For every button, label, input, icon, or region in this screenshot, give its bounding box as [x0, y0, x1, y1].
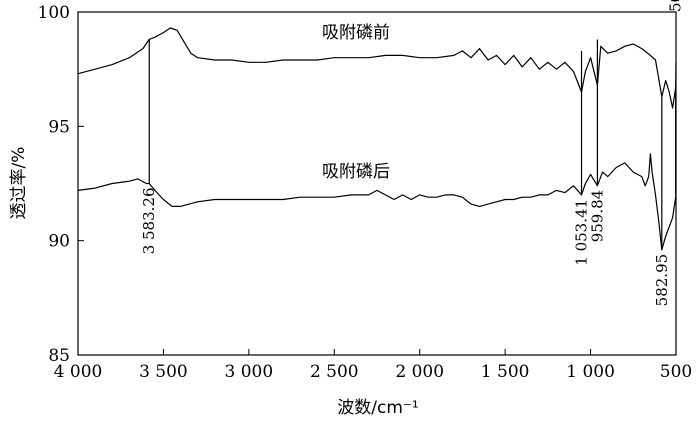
series-line-before-adsorption: [77, 27, 677, 109]
plot-area-frame: [77, 11, 677, 356]
ticks-layer: 4 000 3 500 3 000 2 500 2 000 1 500 1 000 500 85…: [38, 3, 693, 382]
x-tick-label: 1 500: [481, 362, 530, 382]
series-label-before: 吸附磷前: [322, 23, 390, 43]
peak-label: 582.95: [653, 254, 671, 307]
series-layer: [77, 27, 677, 251]
peak-label: 3 583.26: [140, 188, 158, 255]
x-tick-label: 2 000: [395, 362, 444, 382]
y-axis-title: 透过率/%: [9, 147, 29, 220]
x-tick-label: 4 000: [54, 362, 103, 382]
series-label-after: 吸附磷后: [322, 162, 390, 182]
x-tick-label: 500: [660, 362, 692, 382]
y-tick-label: 90: [48, 232, 70, 252]
y-tick-label: 100: [38, 3, 70, 23]
series-line-after-adsorption: [77, 153, 677, 251]
x-tick-label: 1 000: [566, 362, 615, 382]
x-tick-label: 3 500: [139, 362, 188, 382]
x-axis-title: 波数/cm⁻¹: [337, 398, 418, 418]
peak-label: 1 053.41: [573, 199, 591, 266]
y-tick-label: 85: [48, 346, 70, 366]
x-tick-label: 3 000: [225, 362, 274, 382]
x-tick-label: 2 500: [310, 362, 359, 382]
y-tick-label: 95: [48, 117, 70, 137]
peak-label: 959.84: [588, 190, 606, 243]
peak-label: 501.85: [667, 0, 685, 12]
